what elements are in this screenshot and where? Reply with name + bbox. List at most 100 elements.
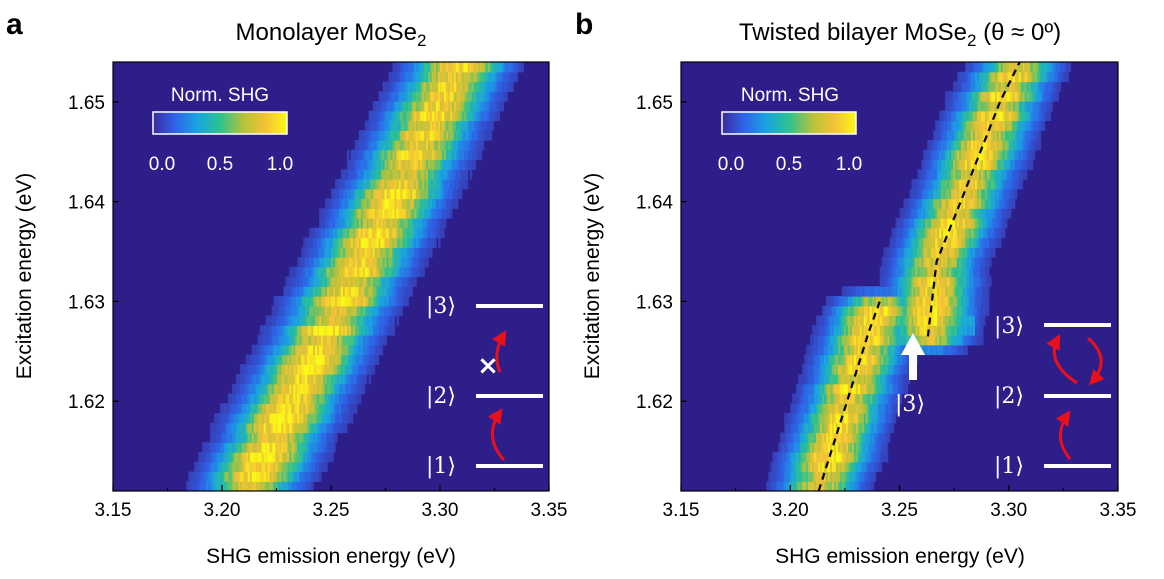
heatmap-cell	[382, 198, 386, 209]
heatmap-cell	[243, 403, 247, 414]
heatmap-cell	[461, 130, 465, 141]
heatmap-cell	[881, 335, 885, 346]
heatmap-cell	[986, 208, 990, 219]
heatmap-cell	[354, 383, 358, 395]
heatmap-cell	[889, 413, 893, 424]
heatmap-cell	[788, 471, 791, 482]
heatmap-cell	[332, 266, 336, 278]
heatmap-cell	[833, 364, 837, 375]
heatmap-cell	[327, 266, 330, 278]
heatmap-cell	[255, 442, 259, 453]
heatmap-cell	[804, 452, 807, 463]
heatmap-cell	[368, 120, 372, 131]
heatmap-cell	[923, 227, 926, 239]
heatmap-cell	[404, 62, 407, 73]
heatmap-cell	[315, 286, 318, 297]
heatmap-cell	[332, 198, 336, 209]
heatmap-cell	[851, 335, 855, 346]
heatmap-cell	[887, 266, 891, 278]
heatmap-cell	[344, 383, 348, 395]
heatmap-cell	[951, 325, 954, 336]
heatmap-cell	[899, 344, 903, 356]
heatmap-cell	[323, 296, 326, 307]
heatmap-cell	[784, 461, 787, 473]
heatmap-cell	[851, 344, 855, 356]
heatmap-cell	[364, 218, 368, 229]
heatmap-cell	[893, 266, 897, 278]
heatmap-cell	[303, 471, 306, 482]
heatmap-cell	[237, 452, 241, 463]
heatmap-cell	[839, 325, 843, 336]
heatmap-cell	[1002, 179, 1006, 190]
heatmap-cell	[905, 374, 909, 385]
heatmap-cell	[380, 247, 384, 258]
heatmap-cell	[406, 198, 409, 209]
heatmap-cell	[891, 286, 895, 297]
heatmap-cell	[422, 179, 425, 190]
heatmap-cell	[356, 237, 360, 248]
heatmap-cell	[845, 442, 849, 453]
heatmap-cell	[879, 374, 883, 385]
heatmap-cell	[372, 266, 376, 278]
heatmap-cell	[994, 179, 998, 190]
heatmap-cell	[311, 374, 314, 385]
heatmap-cell	[422, 81, 425, 92]
heatmap-cell	[839, 442, 843, 453]
heatmap-cell	[885, 335, 889, 346]
heatmap-cell	[420, 237, 423, 248]
heatmap-cell	[501, 81, 505, 92]
heatmap-cell	[841, 305, 845, 317]
heatmap-cell	[323, 266, 326, 278]
heatmap-cell	[313, 461, 316, 473]
heatmap-cell	[859, 325, 863, 336]
heatmap-cell	[400, 169, 403, 180]
heatmap-cell	[871, 413, 875, 424]
heatmap-cell	[406, 227, 409, 239]
heatmap-cell	[334, 374, 338, 385]
heatmap-cell	[491, 101, 495, 112]
heatmap-cell	[814, 364, 817, 375]
heatmap-cell	[971, 325, 974, 336]
heatmap-cell	[293, 335, 296, 346]
heatmap-cell	[293, 403, 296, 414]
heatmap-cell	[424, 218, 427, 229]
heatmap-cell	[348, 169, 352, 180]
heatmap-cell	[374, 247, 378, 258]
heatmap-cell	[384, 149, 388, 161]
heatmap-cell	[354, 335, 358, 346]
heatmap-cell	[438, 120, 441, 131]
heatmap-cell	[963, 315, 966, 326]
heatmap-cell	[887, 305, 891, 317]
heatmap-cell	[366, 208, 370, 219]
heatmap-cell	[325, 237, 328, 248]
heatmap-cell	[291, 266, 294, 278]
heatmap-cell	[829, 393, 833, 404]
heatmap-cell	[299, 276, 302, 287]
heatmap-cell	[953, 208, 956, 219]
heatmap-cell	[283, 442, 287, 453]
heatmap-cell	[390, 315, 394, 326]
heatmap-cell	[978, 208, 982, 219]
heatmap-cell	[436, 149, 439, 161]
heatmap-cell	[875, 315, 879, 326]
heatmap-cell	[897, 257, 901, 268]
heatmap-cell	[891, 422, 895, 434]
heatmap-cell	[432, 81, 435, 92]
heatmap-cell	[380, 305, 384, 317]
heatmap-cell	[331, 413, 334, 424]
heatmap-cell	[424, 71, 427, 83]
heatmap-cell	[414, 237, 417, 248]
heatmap-cell	[388, 71, 392, 83]
heatmap-cell	[386, 315, 390, 326]
heatmap-cell	[392, 257, 396, 268]
heatmap-cell	[247, 452, 251, 463]
heatmap-cell	[388, 208, 392, 219]
heatmap-cell	[903, 374, 907, 385]
heatmap-cell	[354, 198, 358, 209]
heatmap-cell	[430, 188, 433, 200]
heatmap-cell	[479, 149, 483, 161]
heatmap-cell	[289, 403, 292, 414]
heatmap-cell	[945, 227, 948, 239]
heatmap-cell	[289, 422, 292, 434]
heatmap-cell	[410, 198, 413, 209]
